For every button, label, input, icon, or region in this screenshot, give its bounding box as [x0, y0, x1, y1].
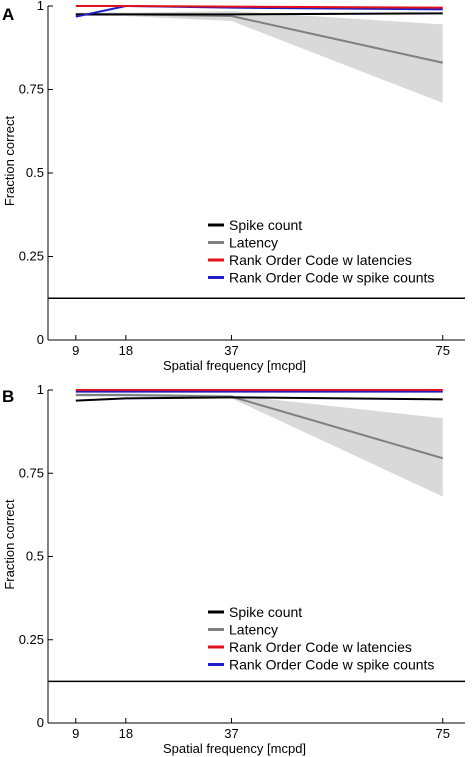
series-line-rank-order-code-w-latencies: [75, 5, 443, 9]
series-line-spike-count: [75, 396, 443, 402]
y-tick-label: 0.5: [26, 549, 44, 564]
series-line-spike-count: [75, 12, 443, 16]
legend-label: Rank Order Code w spike counts: [229, 270, 434, 286]
confidence-band-latency: [75, 11, 443, 103]
x-tick-label: 37: [224, 726, 238, 741]
legend-label: Rank Order Code w spike counts: [229, 657, 434, 673]
legend-label: Spike count: [229, 604, 302, 620]
y-tick-label: 0.75: [19, 465, 44, 480]
panel-letter: B: [2, 387, 14, 406]
y-tick-label: 0: [37, 715, 44, 730]
series-line-latency: [75, 393, 444, 460]
x-tick-label: 9: [72, 726, 79, 741]
x-tick-label: 18: [119, 726, 133, 741]
panel-letter: A: [2, 5, 14, 24]
y-tick-label: 1: [37, 0, 44, 13]
x-axis-title: Spatial frequency [mcpd]: [163, 741, 306, 756]
y-tick-label: 0.5: [26, 165, 44, 180]
y-axis-title: Fraction correct: [2, 499, 17, 590]
chart-panel-b: B 0 0.25 0.5 0.75 1 9 18 37 75 Spatial frequency […: [2, 382, 465, 756]
legend-label: Rank Order Code w latencies: [229, 252, 412, 268]
x-tick-label: 18: [119, 343, 133, 358]
legend-label: Latency: [229, 622, 278, 638]
y-tick-label: 0.25: [19, 632, 44, 647]
x-tick-label: 9: [72, 343, 79, 358]
confidence-band-latency: [75, 393, 443, 497]
y-tick-label: 0.75: [19, 82, 44, 97]
y-axis-title: Fraction correct: [2, 115, 17, 206]
legend-label: Rank Order Code w latencies: [229, 639, 412, 655]
y-tick-label: 0: [37, 332, 44, 347]
x-tick-label: 37: [224, 343, 238, 358]
y-tick-label: 1: [37, 382, 44, 397]
x-tick-label: 75: [436, 343, 450, 358]
legend-label: Spike count: [229, 217, 302, 233]
y-tick-label: 0.25: [19, 249, 44, 264]
chart-panel-a: A 0 0.25 0.5 0.75 1 9 18 37 75 Spatial frequency […: [2, 0, 465, 373]
x-axis-title: Spatial frequency [mcpd]: [163, 358, 306, 373]
legend-label: Latency: [229, 235, 278, 251]
x-tick-label: 75: [436, 726, 450, 741]
